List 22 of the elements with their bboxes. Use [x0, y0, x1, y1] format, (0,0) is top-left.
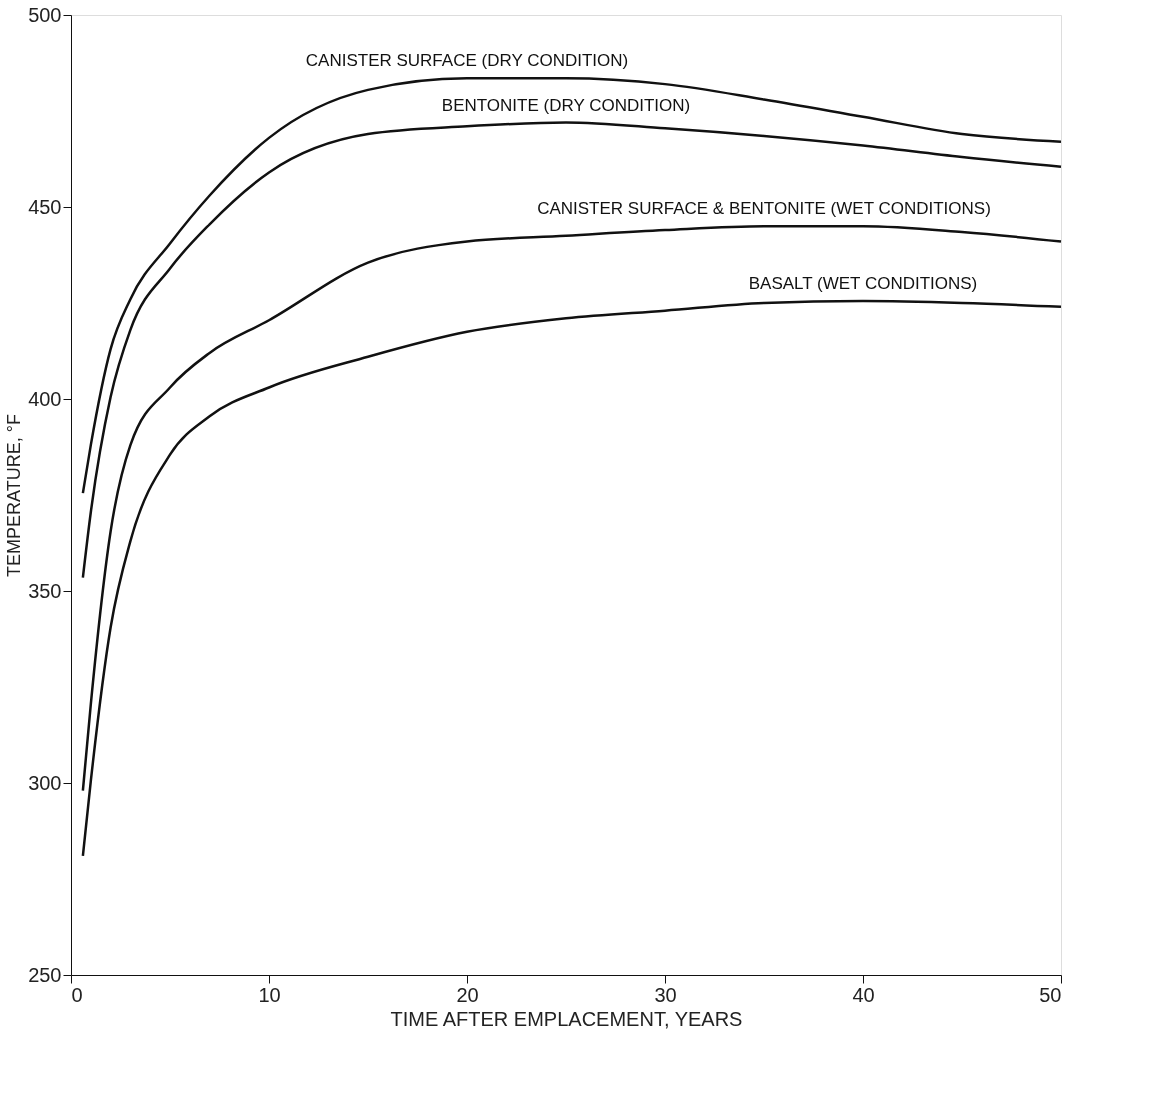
- line-series: [81, 299, 1063, 858]
- x-tick-label: 0: [71, 983, 83, 1006]
- line-series: [81, 121, 1063, 579]
- line-series: [81, 224, 1063, 792]
- x-tick-label: 40: [852, 983, 875, 1006]
- x-tick-label: 50: [1039, 983, 1062, 1006]
- y-tick-label: 400: [28, 387, 62, 410]
- x-tick-label: 20: [456, 983, 479, 1006]
- x-tick-label: 10: [258, 983, 281, 1006]
- y-tick-label: 450: [28, 195, 62, 218]
- series-label: CANISTER SURFACE (DRY CONDITION): [305, 51, 629, 71]
- x-axis-title: TIME AFTER EMPLACEMENT, YEARS: [390, 1007, 743, 1030]
- y-tick-label: 350: [28, 579, 62, 602]
- y-tick-label: 300: [28, 771, 62, 794]
- series-label: BENTONITE (DRY CONDITION): [441, 95, 691, 115]
- y-tick-label: 500: [28, 3, 62, 26]
- series-label: CANISTER SURFACE & BENTONITE (WET CONDITIONS): [537, 199, 991, 219]
- line-series: [81, 77, 1063, 495]
- x-tick-label: 30: [654, 983, 677, 1006]
- y-axis-title: TEMPERATURE, °F: [4, 414, 25, 577]
- series-label: BASALT (WET CONDITIONS): [748, 274, 978, 294]
- y-tick-label: 250: [28, 963, 62, 986]
